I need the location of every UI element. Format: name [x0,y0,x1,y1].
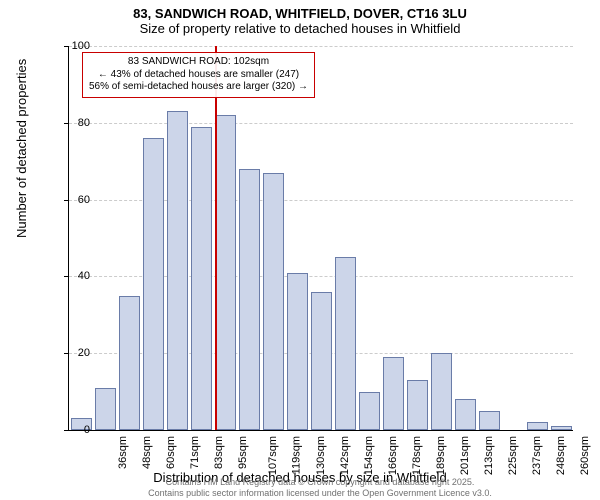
histogram-bar [407,380,428,430]
x-tick-label: 48sqm [141,436,153,469]
histogram-bar [455,399,476,430]
y-tick-label: 40 [60,270,90,282]
x-tick-label: 154sqm [363,436,375,475]
x-tick-label: 83sqm [213,436,225,469]
x-tick-label: 213sqm [483,436,495,475]
histogram-bar [191,127,212,430]
gridline [69,46,573,47]
histogram-bar [527,422,548,430]
y-tick-label: 20 [60,347,90,359]
x-tick-label: 225sqm [507,436,519,475]
annotation-line3: 56% of semi-detached houses are larger (… [89,81,308,94]
x-tick-label: 201sqm [459,436,471,475]
histogram-bar [167,111,188,430]
histogram-bar [551,426,572,430]
y-axis-label: Number of detached properties [14,59,29,238]
x-tick-label: 95sqm [237,436,249,469]
y-tick-label: 0 [60,424,90,436]
value-marker-line [215,46,217,430]
y-tick-label: 80 [60,117,90,129]
plot-area [68,46,573,431]
title-address: 83, SANDWICH ROAD, WHITFIELD, DOVER, CT1… [0,0,600,21]
annotation-callout: 83 SANDWICH ROAD: 102sqm ← 43% of detach… [82,52,315,98]
y-tick-label: 60 [60,194,90,206]
x-tick-label: 107sqm [267,436,279,475]
histogram-bar [215,115,236,430]
histogram-bar [479,411,500,430]
histogram-bar [119,296,140,430]
x-tick-label: 178sqm [411,436,423,475]
title-subtitle: Size of property relative to detached ho… [0,21,600,40]
histogram-bar [263,173,284,430]
x-tick-label: 166sqm [387,436,399,475]
y-tick-label: 100 [60,40,90,52]
footer-credits: Contains HM Land Registry data © Crown c… [68,477,572,498]
histogram-bar [239,169,260,430]
histogram-bar [335,257,356,430]
histogram-bar [311,292,332,430]
x-tick-label: 36sqm [117,436,129,469]
x-tick-label: 248sqm [555,436,567,475]
x-tick-label: 237sqm [531,436,543,475]
histogram-bar [359,392,380,430]
chart-container: 83 SANDWICH ROAD: 102sqm ← 43% of detach… [68,46,572,430]
x-tick-label: 189sqm [435,436,447,475]
x-tick-label: 130sqm [315,436,327,475]
x-tick-label: 142sqm [339,436,351,475]
histogram-bar [383,357,404,430]
histogram-bar [287,273,308,430]
histogram-bar [143,138,164,430]
annotation-line1: 83 SANDWICH ROAD: 102sqm [89,56,308,69]
credits-line1: Contains HM Land Registry data © Crown c… [68,477,572,487]
histogram-bar [95,388,116,430]
x-tick-label: 119sqm [290,436,302,474]
annotation-line2: ← 43% of detached houses are smaller (24… [89,69,308,82]
credits-line2: Contains public sector information licen… [68,488,572,498]
histogram-bar [431,353,452,430]
gridline [69,123,573,124]
x-tick-label: 260sqm [579,436,591,475]
x-tick-label: 60sqm [165,436,177,469]
x-tick-label: 71sqm [189,436,201,469]
